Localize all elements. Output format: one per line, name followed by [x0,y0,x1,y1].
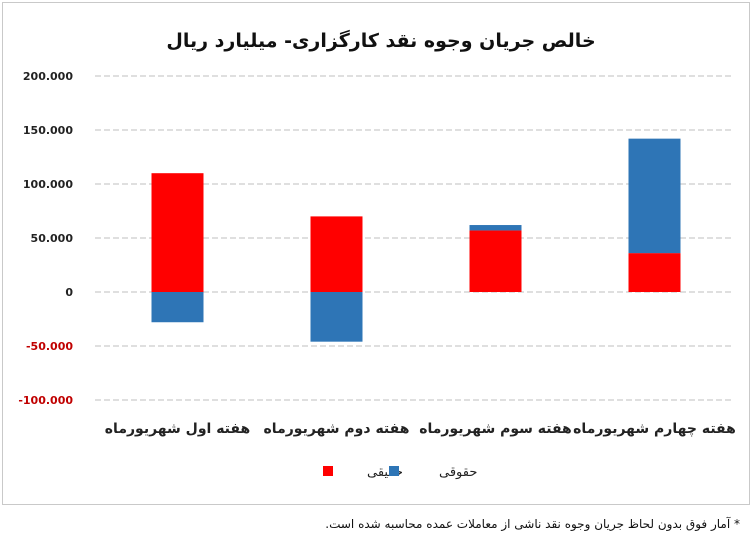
footnote: * آمار فوق بدون لحاظ جریان وجوه نقد ناشی… [325,517,740,531]
y-tick-label: 150.000 [23,124,73,137]
bar [469,225,522,231]
y-tick-label: -100.000 [18,394,73,407]
y-tick-label: 100.000 [23,178,73,191]
category-labels: هفته اول شهریورماه هفته دوم شهریورماه هفته… [105,421,736,437]
y-axis-ticks: 200.000 150.000 100.000 50.000 0 -50.000 -100.… [18,70,73,407]
bar [628,138,681,254]
y-tick-label: 50.000 [31,232,74,245]
chart-title: خالص جریان وجوه نقد کارگزاری- میلیارد ری… [166,29,595,52]
bar [151,173,204,292]
bar [310,292,363,342]
bar [469,230,522,292]
chart-frame: خالص جریان وجوه نقد کارگزاری- میلیارد ری… [2,2,750,505]
category-label: هفته اول شهریورماه [105,421,250,437]
category-label: هفته دوم شهریورماه [264,421,410,437]
legend-swatch [323,466,333,476]
y-tick-label: -50.000 [26,340,73,353]
y-tick-label: 0 [65,286,73,299]
bar [151,292,204,323]
category-label: هفته چهارم شهریورماه [573,421,736,437]
y-tick-label: 200.000 [23,70,73,83]
category-label: هفته سوم شهریورماه [419,421,572,437]
bars [151,138,681,342]
bar [628,253,681,292]
gridlines [95,75,731,401]
bar [310,216,363,292]
legend-label: حقوقی [439,465,477,480]
bar-chart: خالص جریان وجوه نقد کارگزاری- میلیارد ری… [18,29,736,480]
legend-swatch [389,466,399,476]
legend: حقیقی حقوقی [323,465,477,480]
